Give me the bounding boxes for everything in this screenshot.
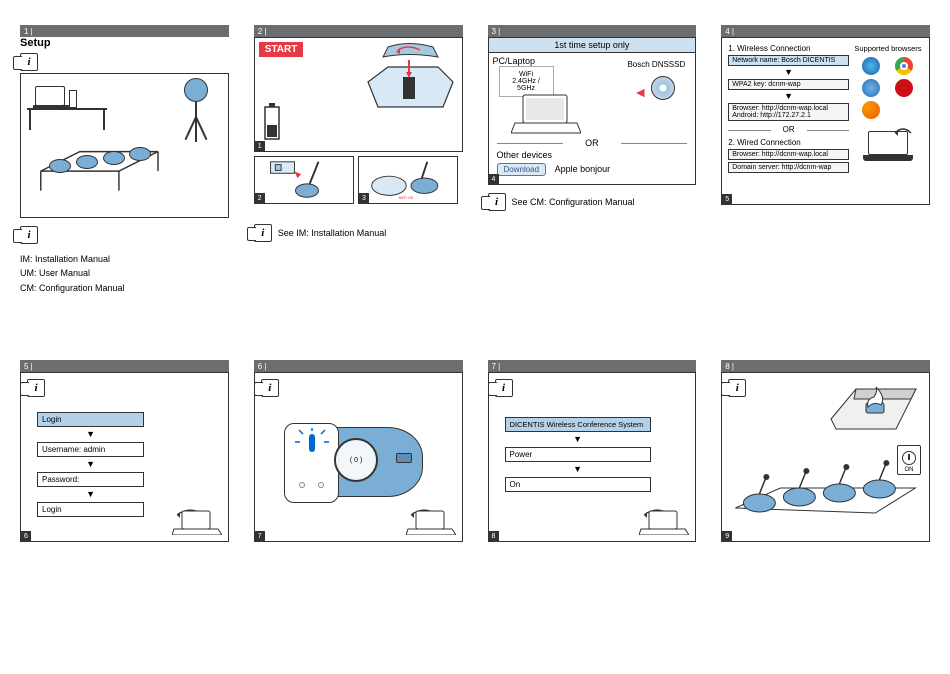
laptop-icon <box>511 93 581 135</box>
ref-installation: See IM: Installation Manual <box>278 228 387 238</box>
panel-7-power: 7 | i DICENTIS Wireless Conference Syste… <box>488 360 697 620</box>
or-divider: OR <box>497 138 688 148</box>
down-arrow-icon: ▼ <box>728 92 849 101</box>
firefox-icon <box>862 101 880 119</box>
start-badge: START <box>259 42 304 57</box>
device-assembly-icon <box>358 42 458 137</box>
wireless-heading: 1. Wireless Connection <box>728 44 849 53</box>
pc-laptop-label: PC/Laptop <box>493 56 536 66</box>
panel-2-sub-2: 2 <box>254 156 354 204</box>
power-field[interactable]: Power <box>505 447 651 462</box>
ref-im: IM: Installation Manual <box>20 252 229 266</box>
panel-4-number: 4 | <box>721 25 930 37</box>
ref-cm: CM: Configuration Manual <box>20 281 229 295</box>
panel-5-login: 5 | i Login ▼ Username: admin ▼ Password… <box>20 360 229 620</box>
username-field[interactable]: Username: admin <box>37 442 144 457</box>
supported-browsers-label: Supported browsers <box>853 44 923 53</box>
panel-3-number: 3 | <box>488 25 697 37</box>
port-icon <box>396 453 412 463</box>
panel-1-number: 1 | <box>20 25 229 37</box>
laptop-icon <box>172 503 222 535</box>
info-icon: i <box>20 226 38 244</box>
info-icon: i <box>261 379 279 397</box>
ref-config: See CM: Configuration Manual <box>512 197 635 207</box>
panel-2-start: 2 | START 1 <box>254 25 463 330</box>
opera-icon <box>895 79 913 97</box>
device-press-icon <box>826 379 921 439</box>
info-icon: i <box>488 193 506 211</box>
laptop-icon <box>863 131 913 161</box>
dns-label: Bosch DNSSSD <box>627 60 685 69</box>
down-arrow-icon: ▼ <box>728 68 849 77</box>
mic-array-illustration <box>730 453 921 533</box>
system-name-field: DICENTIS Wireless Conference System <box>505 417 651 432</box>
access-point-device: ( 0 ) <box>293 427 423 497</box>
panel-4-connection: 4 | 1. Wireless Connection Network name:… <box>721 25 930 330</box>
info-icon: i <box>728 379 746 397</box>
panel-2-sub-3: turn on 3 <box>358 156 458 204</box>
panel-3-first-time: 3 | 1st time setup only PC/Laptop WiFi2.… <box>488 25 697 330</box>
panel-6-number: 6 | <box>254 360 463 372</box>
down-arrow-icon: ▼ <box>505 465 651 474</box>
panel-2-top-illust: START 1 <box>254 37 463 152</box>
on-field[interactable]: On <box>505 477 651 492</box>
cd-icon <box>651 76 675 100</box>
info-icon: i <box>20 53 38 71</box>
laptop-icon <box>639 503 689 535</box>
red-arrow-icon: ◄ <box>633 84 647 100</box>
setup-illustration <box>20 73 229 218</box>
domain-field: Domain server: http://dcnm-wap <box>728 162 849 173</box>
setup-title: Setup <box>20 37 229 49</box>
led-rays-icon <box>295 428 329 458</box>
info-icon: i <box>495 379 513 397</box>
browser-field-2: Browser: http://dcnm-wap.local <box>728 149 849 160</box>
down-arrow-icon: ▼ <box>37 430 144 439</box>
svg-text:turn on: turn on <box>398 195 413 201</box>
down-arrow-icon: ▼ <box>37 490 144 499</box>
panel-1-setup: 1 | Setup i <box>20 25 229 330</box>
ie-icon <box>862 57 880 75</box>
first-time-header: 1st time setup only <box>489 38 696 53</box>
panel-2-number: 2 | <box>254 25 463 37</box>
login-header-field: Login <box>37 412 144 427</box>
panel-8-number: 8 | <box>721 360 930 372</box>
chrome-icon <box>895 57 913 75</box>
bonjour-label: Apple bonjour <box>555 164 611 174</box>
ref-um: UM: User Manual <box>20 266 229 280</box>
browser-field-1: Browser: http://dcnm-wap.localAndroid: h… <box>728 103 849 121</box>
wpa-key-field: WPA2 key: dcnm-wap <box>728 79 849 90</box>
panel-7-number: 7 | <box>488 360 697 372</box>
info-icon: i <box>27 379 45 397</box>
panel-8-devices-on: 8 | i ON 9 <box>721 360 930 620</box>
down-arrow-icon: ▼ <box>505 435 651 444</box>
laptop-icon <box>406 503 456 535</box>
battery-icon <box>263 103 283 143</box>
panel-5-number: 5 | <box>20 360 229 372</box>
safari-icon <box>862 79 880 97</box>
down-arrow-icon: ▼ <box>37 460 144 469</box>
panel-6-device: 6 | i ( 0 ) 7 <box>254 360 463 620</box>
download-button[interactable]: Download <box>497 163 547 176</box>
or-divider: OR <box>728 125 849 134</box>
wired-heading: 2. Wired Connection <box>728 138 849 147</box>
network-name-field: Network name: Bosch DICENTIS <box>728 55 849 66</box>
login-button-field[interactable]: Login <box>37 502 144 517</box>
zoom-circle: ( 0 ) <box>334 438 378 482</box>
info-icon: i <box>254 224 272 242</box>
password-field[interactable]: Password: <box>37 472 144 487</box>
other-devices-label: Other devices <box>497 150 688 160</box>
